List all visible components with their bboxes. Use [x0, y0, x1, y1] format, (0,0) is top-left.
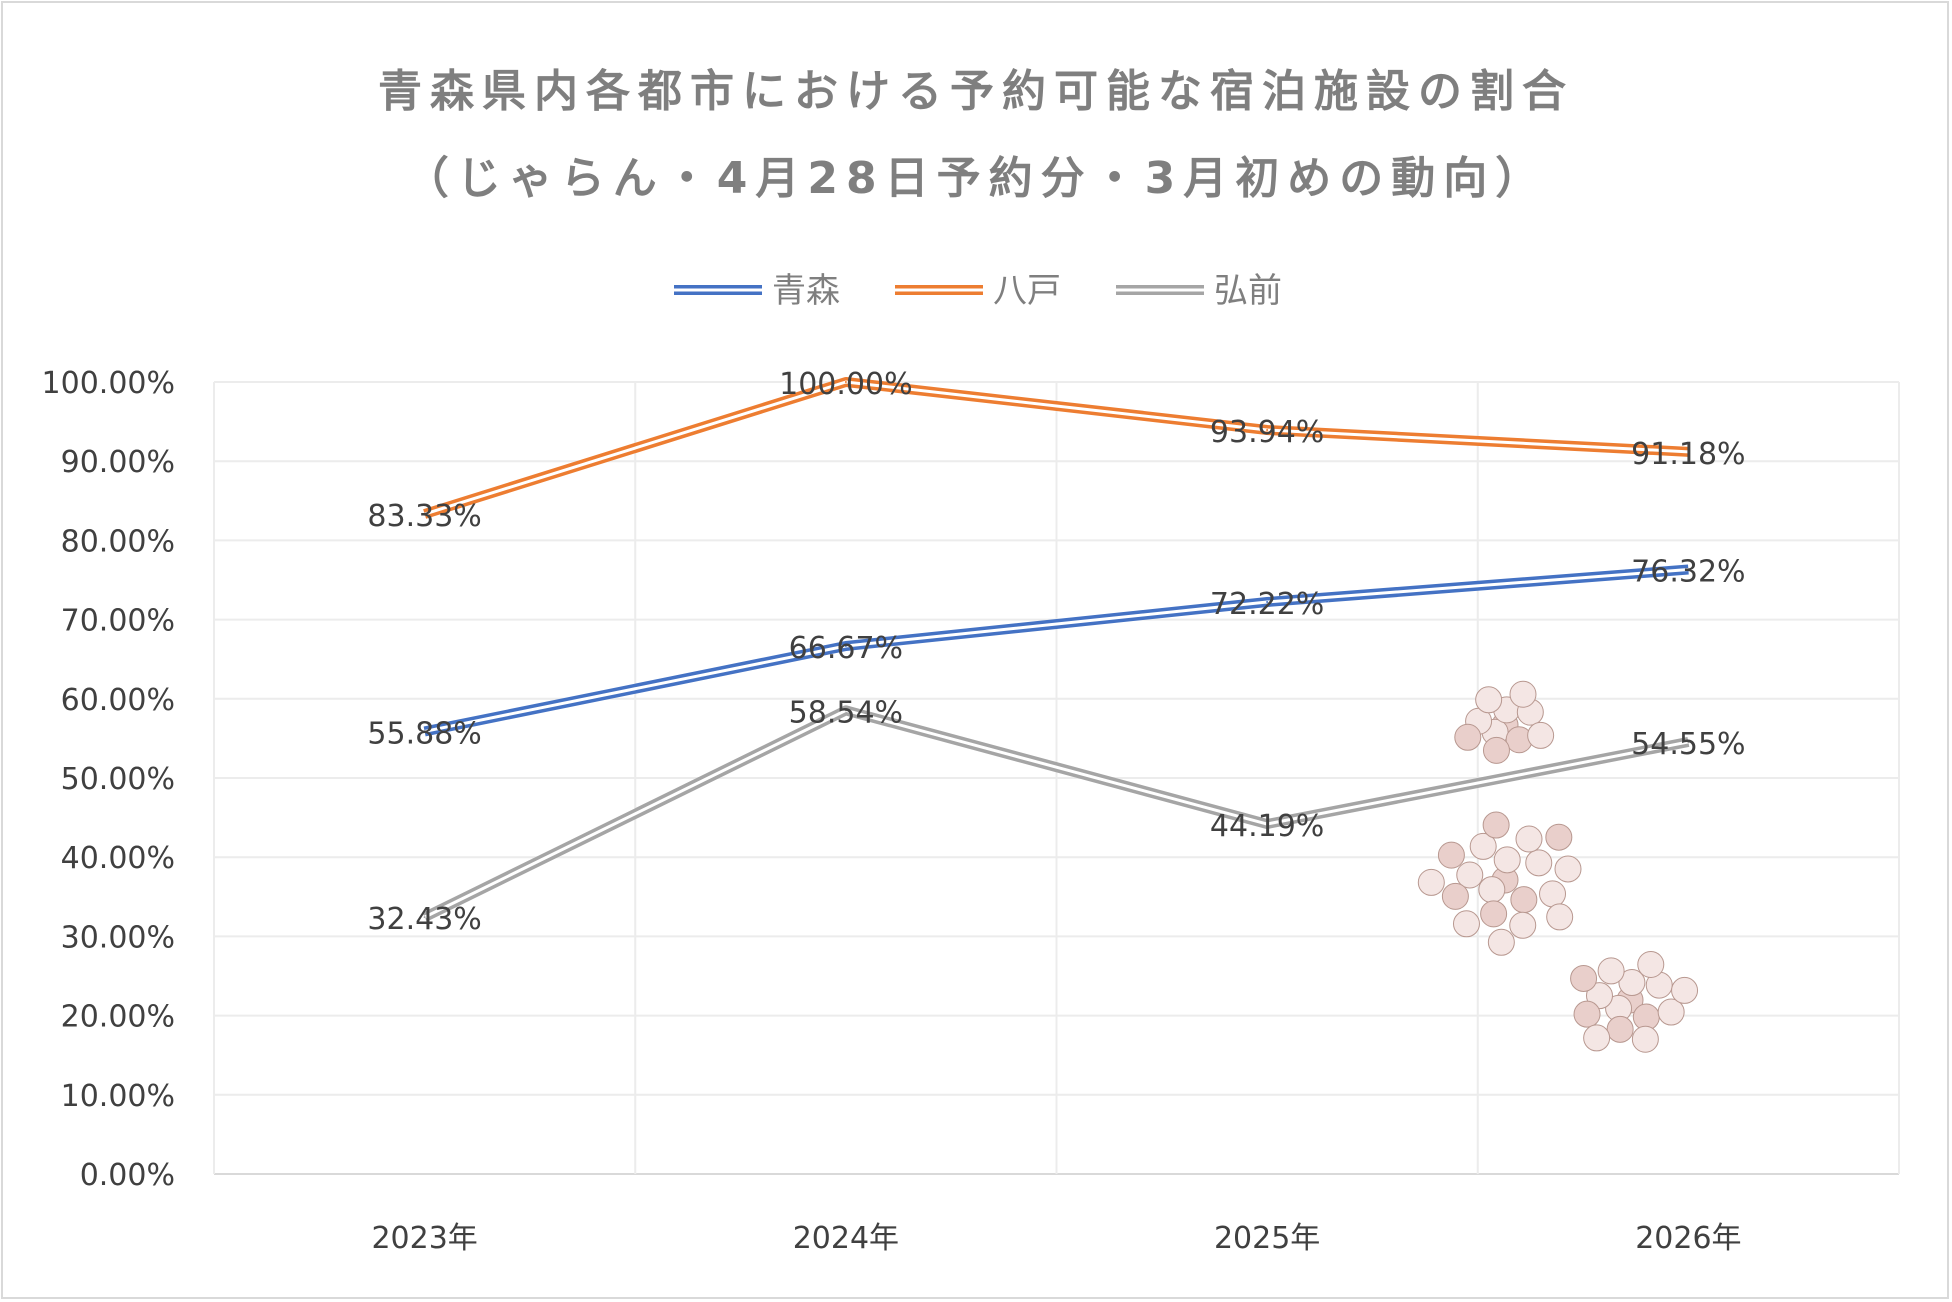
legend-item-2: 八戸: [895, 271, 1061, 311]
data-label: 100.00%: [779, 367, 912, 402]
y-tick-label: 40.00%: [61, 841, 175, 876]
blossom-flower: [1618, 969, 1646, 997]
x-tick-label: 2024年: [793, 1221, 899, 1256]
y-tick-label: 60.00%: [61, 683, 175, 718]
data-label: 32.43%: [367, 902, 481, 937]
data-point: [423, 513, 426, 516]
blossom-flower: [1606, 1015, 1634, 1043]
blossom-flower: [1509, 680, 1537, 708]
x-tick-label: 2025年: [1214, 1221, 1320, 1256]
data-label: 55.88%: [367, 716, 481, 751]
data-label: 58.54%: [789, 695, 903, 730]
data-point: [423, 916, 426, 919]
blossom-flower: [1546, 903, 1574, 931]
blossom-flower: [1456, 861, 1484, 889]
blossom-flower: [1482, 811, 1510, 839]
data-label: 54.55%: [1631, 727, 1745, 762]
cherry-blossom-image: [1570, 951, 1699, 1053]
series-line-inner: [423, 708, 1689, 919]
y-tick-label: 0.00%: [80, 1158, 175, 1193]
legend-label: 八戸: [993, 271, 1061, 311]
blossom-flower: [1487, 928, 1515, 956]
blossom-flower: [1597, 957, 1625, 985]
data-point: [1687, 740, 1690, 743]
blossom-flower: [1478, 876, 1506, 904]
data-point: [844, 381, 847, 383]
data-point: [1687, 450, 1690, 453]
blossom-flower: [1637, 951, 1665, 979]
blossom-flower: [1452, 910, 1480, 938]
blossom-flower: [1480, 900, 1508, 928]
blossom-flower: [1657, 998, 1685, 1026]
x-tick-label: 2026年: [1635, 1221, 1741, 1256]
blossom-flower: [1454, 723, 1482, 751]
blossom-flower: [1475, 686, 1503, 714]
blossom-flower: [1469, 832, 1497, 860]
blossom-flower: [1515, 825, 1543, 853]
y-tick-label: 80.00%: [61, 524, 175, 559]
blossom-flower: [1482, 736, 1510, 764]
data-point: [1687, 568, 1690, 571]
y-tick-label: 90.00%: [61, 445, 175, 480]
legend-label: 弘前: [1214, 271, 1282, 311]
series-line-inner: [424, 380, 1689, 516]
data-label: 76.32%: [1631, 555, 1745, 590]
legend-item-3: 弘前: [1116, 271, 1282, 311]
data-label: 66.67%: [789, 631, 903, 666]
chart-subtitle: （じゃらん・4月28日予約分・3月初めの動向）: [404, 153, 1548, 204]
data-label: 72.22%: [1210, 587, 1324, 622]
blossom-flower: [1554, 855, 1582, 883]
blossom-flower: [1509, 911, 1537, 939]
blossom-flower: [1437, 841, 1465, 869]
y-tick-label: 50.00%: [61, 762, 175, 797]
data-label: 93.94%: [1210, 415, 1324, 450]
blossom-flower: [1493, 846, 1521, 874]
blossom-flower: [1631, 1025, 1659, 1053]
y-tick-label: 70.00%: [61, 604, 175, 639]
blossom-flower: [1525, 849, 1553, 877]
data-label: 44.19%: [1210, 809, 1324, 844]
legend-item-1: 青森: [674, 271, 840, 311]
data-point: [1266, 428, 1269, 431]
data-label: 83.33%: [367, 499, 481, 534]
blossom-flower: [1527, 721, 1555, 749]
blossom-flower: [1671, 976, 1699, 1004]
blossom-flower: [1441, 882, 1469, 910]
chart-title: 青森県内各都市における予約可能な宿泊施設の割合: [378, 66, 1574, 117]
data-point: [1266, 823, 1269, 826]
blossom-flower: [1570, 964, 1598, 992]
y-tick-label: 30.00%: [61, 920, 175, 955]
blossom-flower: [1573, 1000, 1601, 1028]
blossom-flower: [1510, 886, 1538, 914]
data-point: [1266, 601, 1269, 604]
blossom-flower: [1539, 880, 1567, 908]
cherry-blossom-image: [1417, 811, 1582, 956]
y-tick-label: 100.00%: [42, 366, 175, 401]
cherry-blossom-image: [1454, 680, 1555, 764]
y-tick-label: 10.00%: [61, 1079, 175, 1114]
series-line-inner: [424, 568, 1689, 733]
blossom-flower: [1417, 868, 1445, 896]
data-point: [423, 730, 426, 733]
data-point: [844, 709, 847, 712]
data-label: 91.18%: [1631, 437, 1745, 472]
data-point: [844, 644, 847, 647]
blossom-flower: [1583, 1024, 1611, 1052]
legend-label: 青森: [772, 271, 840, 311]
x-tick-label: 2023年: [371, 1221, 477, 1256]
y-tick-label: 20.00%: [61, 1000, 175, 1035]
blossom-flower: [1545, 823, 1573, 851]
